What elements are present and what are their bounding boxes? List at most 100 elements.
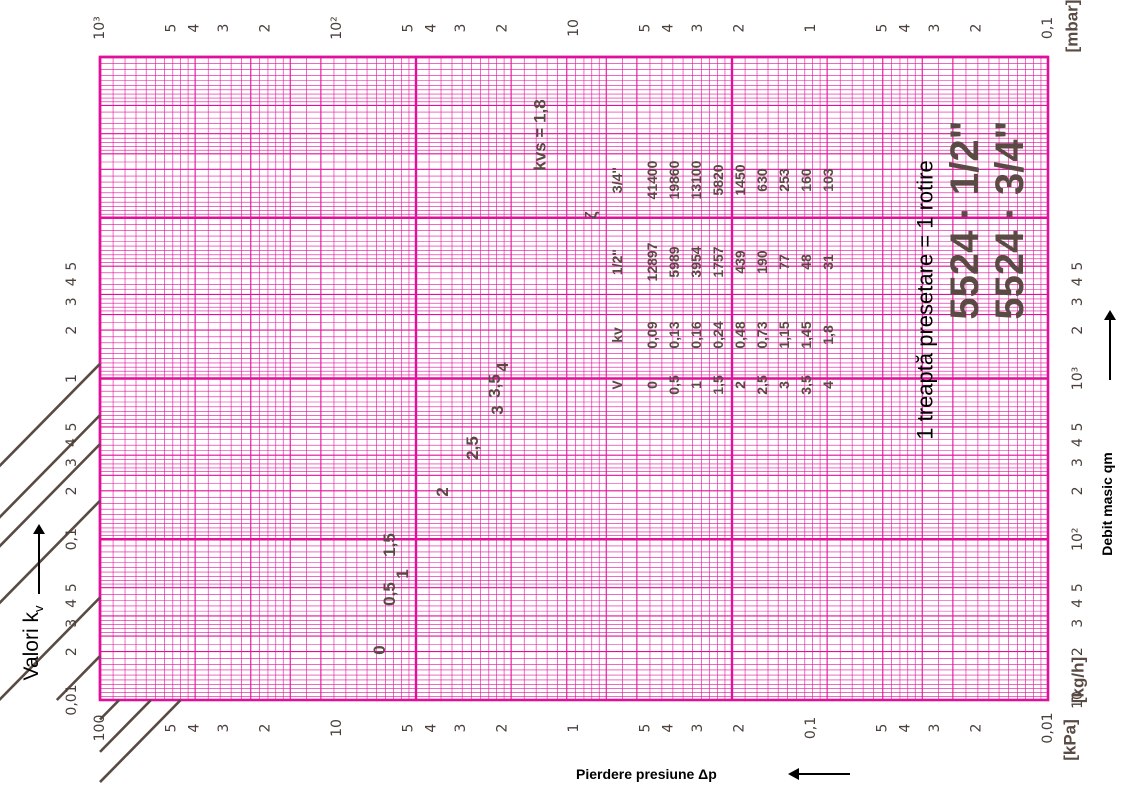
series-line-3 bbox=[99, 699, 121, 721]
kpa-tick-label: 3 bbox=[927, 724, 943, 733]
table-cell: 3954 bbox=[688, 246, 704, 277]
mbar-tick-label: 4 bbox=[897, 23, 913, 32]
unit-kpa: [kPa] bbox=[1061, 719, 1080, 761]
table-cell: 3,5 bbox=[798, 375, 814, 395]
kpa-tick-label: 2 bbox=[732, 724, 748, 733]
series-lines bbox=[0, 362, 182, 783]
kv-table: kvs = 1,8 Vkv 1/2" 3/4" ζ 0 0,09 12897 41400 0,5 0… bbox=[531, 99, 1033, 439]
table-cell: 630 bbox=[754, 168, 770, 192]
table-cell: 5820 bbox=[710, 164, 726, 195]
kpa-tick-label: 10 bbox=[329, 719, 345, 737]
kv-tick-label: 3 bbox=[64, 458, 80, 467]
qm-tick-label: 3 bbox=[1070, 619, 1086, 628]
kpa-tick-label: 2 bbox=[258, 724, 274, 733]
x-axis-caption: Valori kv bbox=[20, 528, 50, 758]
table-header: kv bbox=[609, 327, 625, 343]
table-cell: 0,73 bbox=[754, 321, 770, 348]
kv-tick-label: 4 bbox=[64, 599, 80, 608]
qm-tick-label: 4 bbox=[1070, 277, 1086, 286]
qm-tick-label: 5 bbox=[1070, 422, 1086, 431]
x-axis-arrowhead bbox=[33, 524, 45, 534]
kv-tick-label: 2 bbox=[64, 486, 80, 495]
kpa-tick-label: 5 bbox=[163, 724, 179, 733]
kpa-tick-label: 100 bbox=[92, 715, 108, 742]
y2-axis-caption: Debit masic qm bbox=[1099, 452, 1115, 556]
table-cell: 1 bbox=[688, 381, 704, 389]
mbar-tick-label: 0,1 bbox=[1040, 17, 1056, 39]
mbar-tick-label: 3 bbox=[216, 24, 232, 33]
series-label-0: 0 bbox=[370, 645, 389, 654]
table-cell: 160 bbox=[798, 168, 814, 192]
kpa-tick-label: 2 bbox=[495, 724, 511, 733]
kpa-tick-label: 3 bbox=[216, 724, 232, 733]
kpa-tick-label: 3 bbox=[453, 724, 469, 733]
kv-tick-label: 5 bbox=[64, 422, 80, 431]
table-cell: 0,09 bbox=[644, 321, 660, 348]
table-cell: 1,8 bbox=[820, 325, 836, 345]
table-cell: 5989 bbox=[666, 246, 682, 277]
preset-note: 1 treaptă presetare = 1 rotire bbox=[913, 160, 938, 439]
kv-tick-label: 2 bbox=[64, 647, 80, 656]
table-cell: 31 bbox=[820, 254, 836, 270]
series-line-2-5 bbox=[55, 655, 101, 701]
series-line-1 bbox=[0, 443, 101, 548]
mbar-tick-label: 4 bbox=[660, 23, 676, 32]
series-label-1-5: 1,5 bbox=[380, 533, 399, 557]
table-cell: 1450 bbox=[732, 164, 748, 195]
table-cell: 0,24 bbox=[710, 321, 726, 348]
table-cell: 0,16 bbox=[688, 321, 704, 348]
kv-tick-label: 1 bbox=[64, 374, 80, 383]
kv-tick-label: 2 bbox=[64, 326, 80, 335]
kvs-label: kvs = 1,8 bbox=[531, 99, 550, 170]
kpa-tick-label: 3 bbox=[690, 724, 706, 733]
kpa-tick-label: 0,1 bbox=[803, 717, 819, 739]
kpa-tick-label: 5 bbox=[400, 724, 416, 733]
table-cell: 253 bbox=[776, 168, 792, 192]
table-cell: 0,48 bbox=[732, 321, 748, 348]
table-cell: 2,5 bbox=[754, 375, 770, 395]
mbar-tick-label: 2 bbox=[732, 24, 748, 33]
kpa-tick-label: 4 bbox=[660, 723, 676, 732]
series-line-0 bbox=[0, 362, 101, 468]
mbar-tick-label: 3 bbox=[453, 24, 469, 33]
unit-mbar: [mbar] bbox=[1063, 0, 1082, 52]
table-cell: 439 bbox=[732, 250, 748, 274]
unit-kgh: [kg/h] bbox=[1069, 657, 1088, 703]
table-header: 3/4" bbox=[609, 167, 625, 193]
series-line-3-5 bbox=[99, 699, 152, 753]
y2-axis-arrow bbox=[1109, 320, 1111, 380]
qm-tick-label: 2 bbox=[1070, 486, 1086, 495]
mbar-tick-label: 5 bbox=[637, 24, 653, 33]
tick-labels: 00,511,522,533,540,0123450,1234512345102… bbox=[64, 0, 1088, 761]
series-label-0-5: 0,5 bbox=[380, 582, 399, 606]
table-cell: 0 bbox=[644, 381, 660, 389]
series-line-1-5 bbox=[0, 499, 101, 605]
mbar-tick-label: 5 bbox=[400, 24, 416, 33]
mbar-tick-label: 4 bbox=[423, 23, 439, 32]
kpa-tick-label: 4 bbox=[423, 723, 439, 732]
qm-tick-label: 4 bbox=[1070, 599, 1086, 608]
kpa-tick-label: 5 bbox=[637, 724, 653, 733]
kv-tick-label: 4 bbox=[64, 438, 80, 447]
kpa-tick-label: 4 bbox=[897, 723, 913, 732]
mbar-tick-label: 1 bbox=[803, 24, 819, 33]
kpa-tick-label: 5 bbox=[874, 724, 890, 733]
table-cell: 1,45 bbox=[798, 321, 814, 348]
qm-tick-label: 3 bbox=[1070, 458, 1086, 467]
table-cell: 19860 bbox=[666, 160, 682, 199]
plot-frame bbox=[98, 55, 1050, 702]
kv-tick-label: 0,1 bbox=[64, 528, 80, 550]
y-axis-arrow bbox=[798, 773, 850, 775]
table-cell: 0,13 bbox=[666, 321, 682, 348]
series-line-0-5 bbox=[0, 414, 101, 519]
table-cell: 48 bbox=[798, 254, 814, 270]
mbar-tick-label: 5 bbox=[874, 24, 890, 33]
table-cell: 1,5 bbox=[710, 375, 726, 395]
table-cell: 1757 bbox=[710, 246, 726, 277]
qm-tick-label: 3 bbox=[1070, 297, 1086, 306]
series-label-3-5: 3,5 bbox=[485, 374, 504, 398]
mbar-tick-label: 5 bbox=[163, 24, 179, 33]
qm-tick-label: 5 bbox=[1070, 583, 1086, 592]
table-cell: 2 bbox=[732, 381, 748, 389]
mbar-tick-label: 3 bbox=[927, 24, 943, 33]
